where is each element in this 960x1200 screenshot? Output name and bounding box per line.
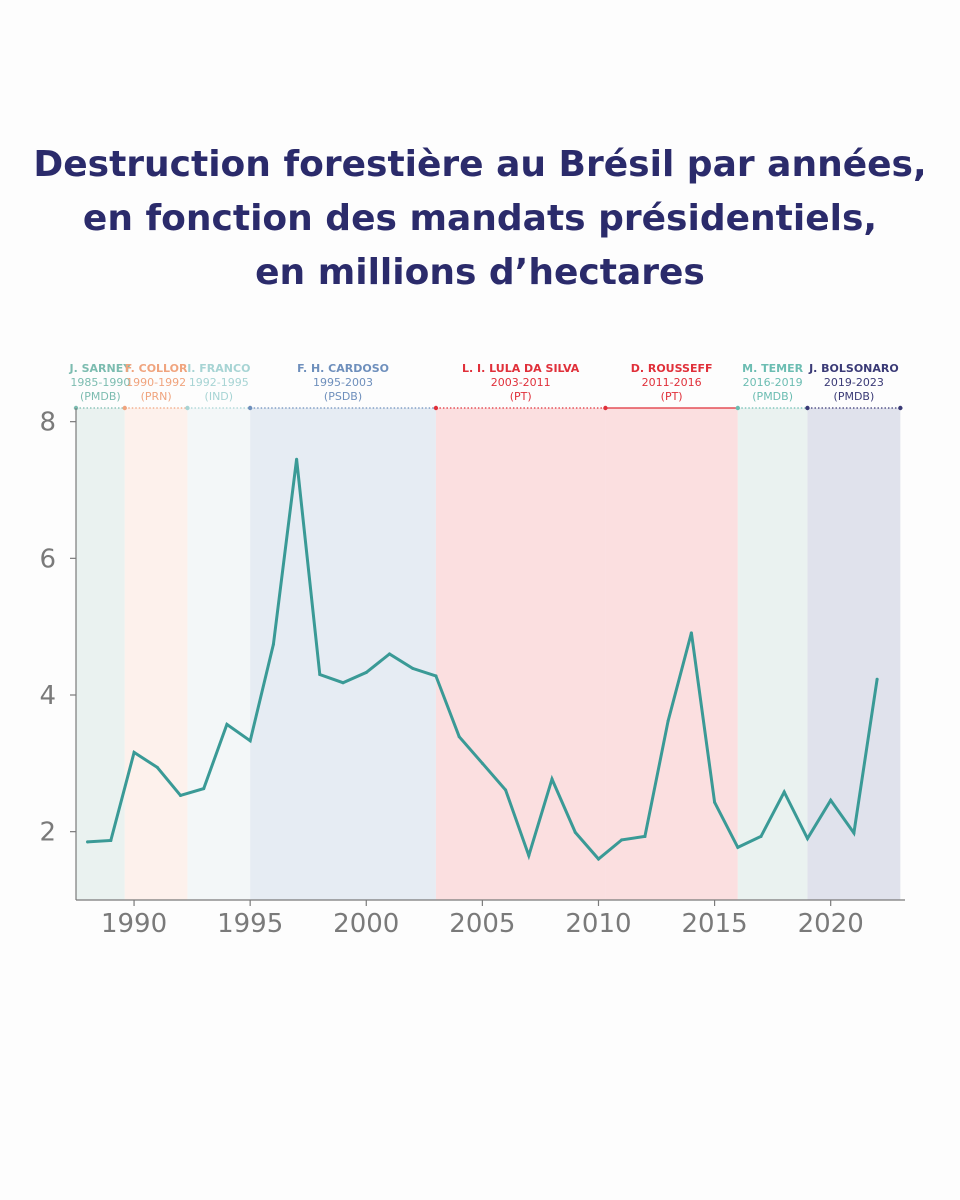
data-point-1998 (318, 673, 322, 676)
mandate-party-2: (IND) (205, 390, 234, 403)
mandate-party-0: (PMDB) (80, 390, 121, 403)
mandate-party-5: (PT) (661, 390, 683, 403)
data-point-2015 (713, 800, 717, 804)
data-point-1996 (271, 642, 275, 646)
data-point-2001 (387, 652, 391, 656)
data-point-2011 (620, 838, 624, 842)
mandate-band-1 (124, 408, 188, 900)
y-tick-label-6: 6 (39, 544, 56, 574)
mandate-start-dot-1 (122, 405, 127, 411)
data-point-2010 (596, 857, 600, 861)
data-point-2021 (852, 831, 856, 835)
mandate-years-0: 1985-1990 (70, 376, 130, 389)
data-point-2019 (805, 837, 809, 840)
mandate-bands (76, 408, 901, 900)
mandate-name-6: M. TEMER (742, 362, 803, 375)
data-point-1991 (155, 765, 159, 769)
data-point-2008 (550, 777, 554, 781)
mandate-years-1: 1990-1992 (126, 376, 186, 389)
mandate-band-3 (250, 408, 436, 900)
mandate-start-dot-6 (735, 405, 741, 411)
mandate-name-1: F. COLLOR (125, 362, 188, 375)
data-point-2002 (411, 666, 415, 670)
x-tick-label-2005: 2005 (449, 909, 515, 939)
data-point-2012 (643, 834, 647, 838)
data-point-2017 (759, 834, 763, 838)
x-tick-label-2010: 2010 (565, 909, 631, 939)
data-point-1989 (109, 839, 113, 843)
mandate-band-4 (435, 408, 606, 900)
y-tick-label-8: 8 (39, 408, 56, 438)
data-point-1999 (341, 681, 345, 685)
data-point-2016 (736, 845, 740, 849)
mandate-start-dot-3 (247, 405, 253, 411)
mandate-name-2: I. FRANCO (187, 362, 250, 375)
data-point-1988 (86, 840, 90, 844)
mandate-years-4: 2003-2011 (491, 376, 551, 389)
data-point-1993 (202, 787, 206, 791)
mandate-name-0: J. SARNEY (69, 362, 133, 375)
mandate-end-dot-7 (898, 405, 903, 411)
mandate-party-4: (PT) (510, 390, 532, 403)
data-point-2007 (527, 854, 531, 858)
mandate-name-3: F. H. CARDOSO (297, 362, 389, 375)
x-tick-label-1995: 1995 (217, 909, 283, 939)
mandate-party-6: (PMDB) (752, 390, 793, 403)
mandate-start-dot-7 (805, 405, 810, 411)
mandate-start-dot-5 (603, 405, 608, 411)
chart-title-line-3: en millions d’hectares (255, 252, 705, 293)
data-point-2004 (457, 735, 461, 739)
series-group (86, 457, 879, 862)
data-point-2013 (666, 719, 670, 723)
mandate-band-6 (737, 408, 808, 900)
data-point-2006 (504, 788, 508, 792)
y-tick-label-4: 4 (39, 681, 56, 711)
mandate-years-6: 2016-2019 (743, 376, 803, 389)
mandate-years-2: 1992-1995 (189, 376, 249, 389)
mandate-start-dot-2 (185, 405, 190, 411)
mandate-party-3: (PSDB) (324, 390, 362, 403)
mandate-party-1: (PRN) (141, 390, 172, 403)
data-point-2022 (875, 677, 879, 681)
data-point-2009 (573, 830, 577, 834)
data-point-2000 (364, 670, 368, 674)
mandate-years-5: 2011-2016 (642, 376, 702, 389)
chart-title-line-2: en fonction des mandats présidentiels, (82, 198, 878, 239)
x-ticks: 1990 1995 2000 2005 2010 2015 2020 (101, 900, 864, 939)
x-tick-label-2020: 2020 (798, 909, 864, 939)
chart-title: Destruction forestière au Brésil par ann… (0, 138, 960, 300)
mandate-band-0 (76, 408, 125, 900)
mandate-name-7: J. BOLSONARO (808, 362, 899, 375)
data-point-2003 (434, 674, 438, 678)
y-ticks: 2 4 6 8 (39, 408, 76, 848)
mandate-band-2 (187, 408, 251, 900)
data-point-2005 (480, 761, 484, 765)
data-point-1997 (295, 457, 299, 461)
data-point-2020 (829, 798, 833, 802)
data-point-1992 (178, 793, 182, 797)
data-point-2018 (782, 790, 786, 794)
x-tick-label-2015: 2015 (681, 909, 747, 939)
mandate-band-5 (605, 408, 738, 900)
x-tick-label-1990: 1990 (101, 909, 167, 939)
mandate-name-4: L. I. LULA DA SILVA (462, 362, 580, 375)
mandate-years-3: 1995-2003 (313, 376, 373, 389)
x-tick-label-2000: 2000 (333, 909, 399, 939)
mandate-party-7: (PMDB) (834, 390, 875, 403)
mandate-band-7 (807, 408, 901, 900)
data-point-1995 (248, 739, 252, 743)
data-point-1994 (225, 722, 229, 726)
y-tick-label-2: 2 (39, 818, 56, 848)
data-point-1990 (132, 750, 136, 754)
chart-title-line-1: Destruction forestière au Brésil par ann… (33, 144, 927, 185)
mandate-start-dot-4 (433, 405, 439, 411)
mandate-years-7: 2019-2023 (824, 376, 884, 389)
data-point-2014 (689, 631, 693, 635)
chart-axes (75, 408, 905, 901)
mandate-name-5: D. ROUSSEFF (631, 362, 713, 375)
